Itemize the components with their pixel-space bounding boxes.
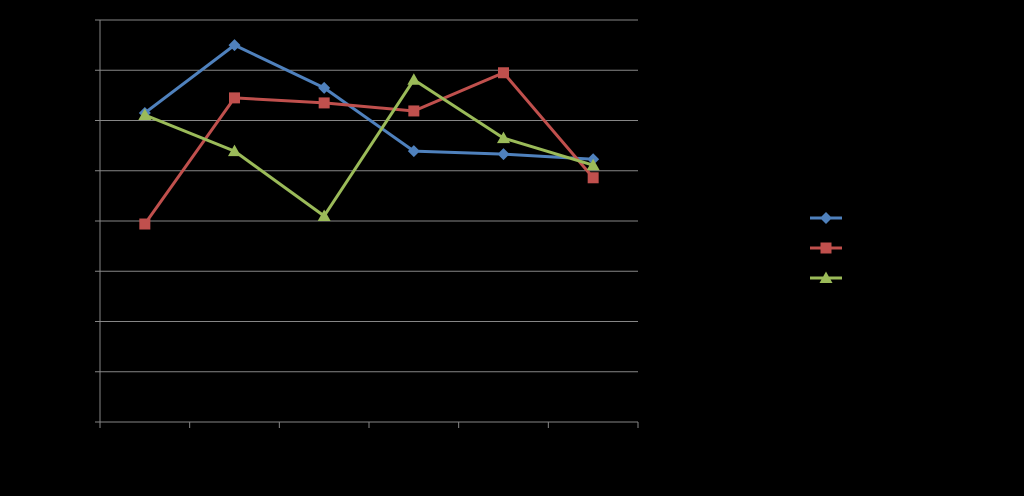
- marker: [228, 39, 241, 52]
- axes: [95, 19, 639, 428]
- marker: [497, 148, 510, 161]
- marker: [408, 105, 420, 117]
- marker: [820, 212, 832, 224]
- series-line: [144, 78, 594, 218]
- series-line: [143, 71, 595, 225]
- marker: [407, 145, 420, 158]
- marker: [318, 97, 330, 109]
- plot-area: [138, 39, 600, 230]
- marker: [318, 81, 331, 94]
- marker: [587, 172, 599, 184]
- marker: [139, 218, 151, 230]
- marker: [138, 108, 152, 120]
- grid: [100, 19, 638, 423]
- marker: [228, 144, 241, 157]
- legend: [810, 212, 842, 283]
- marker: [497, 131, 510, 144]
- marker: [317, 209, 331, 221]
- marker: [498, 67, 509, 79]
- marker: [586, 158, 600, 171]
- marker: [819, 271, 833, 283]
- marker: [820, 242, 832, 254]
- marker: [407, 73, 421, 85]
- marker: [229, 92, 240, 104]
- series-line: [143, 43, 594, 161]
